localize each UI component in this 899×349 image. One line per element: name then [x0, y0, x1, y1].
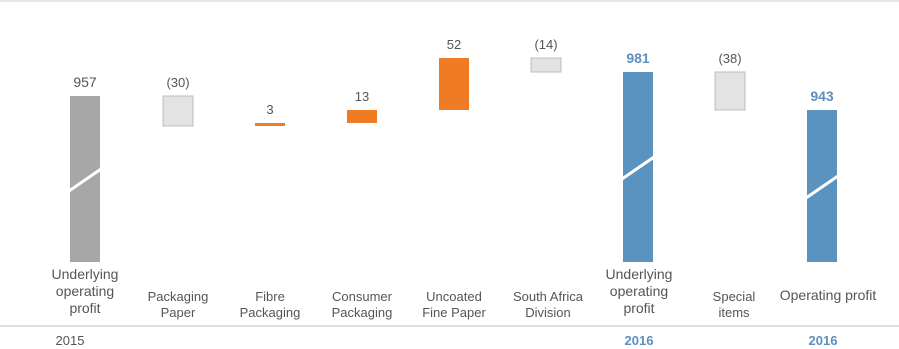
category-label-consumer-packaging: Consumer Packaging — [331, 289, 393, 320]
category-label-operating-profit: Operating profit — [779, 287, 877, 303]
category-label-uncoated-fine-paper: Uncoated Fine Paper — [422, 289, 486, 320]
value-label-south-africa-division-5: (14) — [534, 37, 557, 52]
year-label-2015: 2015 — [55, 333, 85, 348]
value-label-consumer-packaging-3: 13 — [355, 89, 369, 104]
bar-uncoated-fine-paper-4 — [439, 58, 469, 110]
year-label-2016-underlying: 2016 — [624, 333, 654, 348]
bar-packaging-paper-1 — [162, 95, 194, 127]
value-label-underlying-operating-profit-0: 957 — [73, 74, 97, 90]
bar-fibre-packaging-2 — [255, 123, 285, 126]
axis-break-operating-profit-8 — [805, 174, 839, 200]
category-label-packaging-paper: Packaging Paper — [147, 289, 209, 320]
category-label-south-africa-division: South Africa Division — [512, 289, 584, 320]
axis-break-underlying-operating-profit-0 — [68, 167, 102, 193]
value-label-packaging-paper-1: (30) — [166, 75, 189, 90]
value-label-operating-profit-8: 943 — [810, 88, 834, 104]
value-label-special-items-7: (38) — [718, 51, 741, 66]
category-label-fibre-packaging: Fibre Packaging — [239, 289, 301, 320]
category-label-underlying-2015: Underlying operating profit — [51, 266, 119, 316]
bar-consumer-packaging-3 — [347, 110, 377, 123]
category-label-underlying-2016: Underlying operating profit — [605, 266, 673, 316]
bar-south-africa-division-5 — [530, 57, 562, 73]
axis-break-underlying-operating-profit-6 — [621, 155, 655, 181]
value-label-uncoated-fine-paper-4: 52 — [447, 37, 461, 52]
bar-special-items-7 — [714, 71, 746, 111]
year-label-2016-operating: 2016 — [808, 333, 838, 348]
value-label-underlying-operating-profit-6: 981 — [626, 50, 650, 66]
category-label-special-items: Special items — [712, 289, 756, 320]
value-label-fibre-packaging-2: 3 — [266, 102, 273, 117]
